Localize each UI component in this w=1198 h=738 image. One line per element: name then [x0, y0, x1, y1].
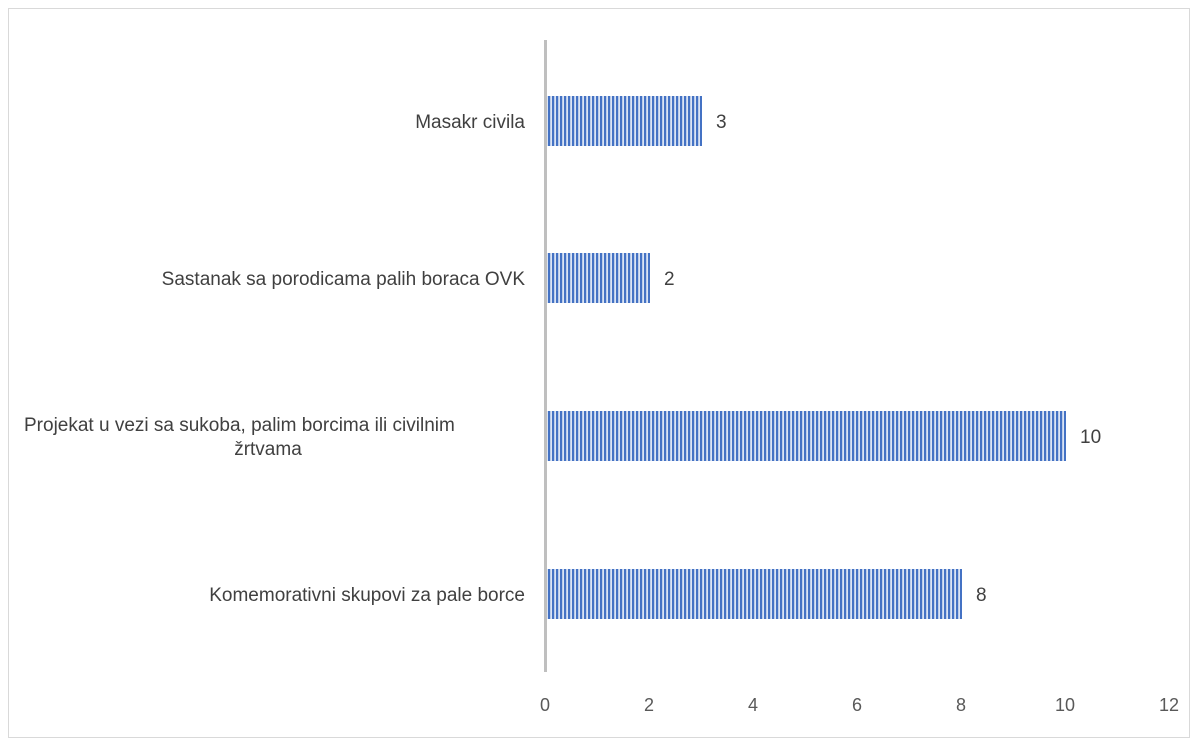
x-tick-label-12: 12: [1159, 695, 1179, 715]
x-tick-label-4: 4: [748, 695, 758, 715]
x-tick-labels-group: 0 2 4 6 8 10 12: [540, 695, 1179, 715]
category-label-1: Sastanak sa porodicama palih boraca OVK: [162, 269, 526, 290]
bar-3: [546, 569, 962, 619]
bar-1: [546, 253, 650, 303]
x-tick-label-10: 10: [1055, 695, 1075, 715]
data-label-1: 2: [664, 269, 675, 290]
category-label-2-line-1: žrtvama: [234, 439, 302, 460]
bar-2: [546, 411, 1066, 461]
bars-group: [546, 96, 1066, 619]
x-tick-label-8: 8: [956, 695, 966, 715]
data-labels-group: 3 2 10 8: [664, 112, 1101, 606]
x-tick-label-0: 0: [540, 695, 550, 715]
bar-0: [546, 96, 702, 146]
category-label-3: Komemorativni skupovi za pale borce: [209, 585, 525, 606]
x-tick-label-6: 6: [852, 695, 862, 715]
category-label-2-line-0: Projekat u vezi sa sukoba, palim borcima…: [24, 415, 455, 436]
data-label-3: 8: [976, 585, 987, 606]
category-label-0: Masakr civila: [415, 112, 525, 133]
x-tick-label-2: 2: [644, 695, 654, 715]
data-label-2: 10: [1080, 427, 1101, 448]
category-labels-group: Masakr civila Sastanak sa porodicama pali…: [24, 112, 525, 606]
data-label-0: 3: [716, 112, 727, 133]
